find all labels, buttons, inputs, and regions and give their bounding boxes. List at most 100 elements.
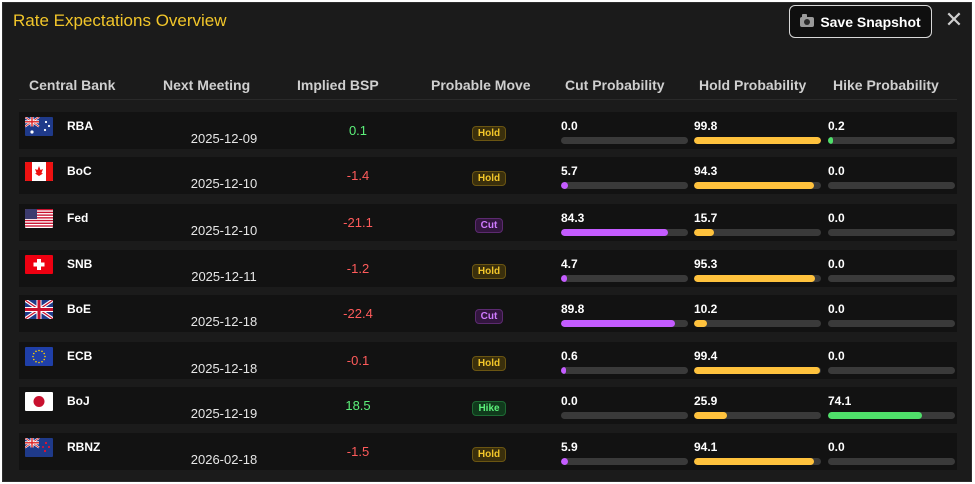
- column-header-central-bank[interactable]: Central Bank: [29, 77, 116, 93]
- bank-name: RBNZ: [67, 440, 101, 454]
- implied-bsp-value: 0.1: [348, 123, 368, 138]
- save-snapshot-label: Save Snapshot: [820, 13, 921, 30]
- cut-probability-fill: [561, 458, 569, 465]
- hike-probability-bar: [828, 229, 955, 236]
- cut-probability-value: 0.0: [561, 119, 578, 133]
- hike-probability-value: 0.0: [828, 440, 845, 454]
- hold-probability-value: 99.4: [694, 349, 718, 363]
- next-meeting-date: 2025-12-10: [190, 223, 258, 238]
- cut-probability-fill: [561, 182, 569, 189]
- cut-probability-value: 89.8: [561, 302, 585, 316]
- hold-probability-bar: [694, 320, 821, 327]
- next-meeting-date: 2025-12-18: [190, 314, 258, 329]
- probable-move-badge: Cut: [474, 309, 504, 324]
- cut-probability-fill: [561, 320, 676, 327]
- hold-probability-fill: [694, 275, 816, 282]
- eu-icon: [25, 347, 53, 366]
- hold-probability-fill: [694, 137, 821, 144]
- hold-probability-value: 25.9: [694, 394, 718, 408]
- au-icon: [25, 117, 53, 136]
- bank-name: BoC: [67, 164, 92, 178]
- cut-probability-bar: [561, 458, 688, 465]
- cut-probability-value: 4.7: [561, 257, 578, 271]
- cut-probability-bar: [561, 320, 688, 327]
- cut-probability-value: 5.9: [561, 440, 578, 454]
- probable-move-cell: Hold: [427, 444, 551, 462]
- column-header-probable-move[interactable]: Probable Move: [431, 77, 531, 93]
- hold-probability-bar: [694, 458, 821, 465]
- hike-probability-bar: [828, 412, 955, 419]
- cut-probability-bar: [561, 367, 688, 374]
- hold-probability-fill: [694, 320, 707, 327]
- probable-move-cell: Hold: [427, 168, 551, 186]
- column-header-next-meeting[interactable]: Next Meeting: [163, 77, 251, 93]
- hike-probability-value: 0.0: [828, 257, 845, 271]
- hold-probability-fill: [694, 367, 821, 374]
- bank-name: BoJ: [67, 394, 90, 408]
- probable-move-cell: Hold: [427, 261, 551, 279]
- column-header-cut-probability[interactable]: Cut Probability: [565, 77, 665, 93]
- next-meeting-date: 2025-12-18: [190, 361, 258, 376]
- nz-icon: [25, 438, 53, 457]
- hold-probability-bar: [694, 137, 821, 144]
- hold-probability-value: 94.1: [694, 440, 718, 454]
- close-icon[interactable]: ✕: [944, 7, 964, 32]
- save-snapshot-button[interactable]: Save Snapshot: [789, 5, 932, 38]
- ch-icon: [25, 255, 53, 274]
- probable-move-cell: Cut: [427, 215, 551, 233]
- bank-name: SNB: [67, 257, 93, 271]
- hike-probability-value: 0.0: [828, 211, 845, 225]
- probable-move-badge: Hold: [471, 447, 507, 462]
- cut-probability-value: 84.3: [561, 211, 585, 225]
- bank-name: Fed: [67, 211, 89, 225]
- implied-bsp-value: -1.4: [346, 168, 370, 183]
- hold-probability-value: 15.7: [694, 211, 718, 225]
- hike-probability-bar: [828, 367, 955, 374]
- probable-move-badge: Hike: [472, 401, 506, 416]
- probable-move-badge: Hold: [471, 356, 507, 371]
- camera-icon: [800, 13, 815, 27]
- table-row[interactable]: Fed 2025-12-10 -21.1 Cut 84.3 15.7 0.0: [19, 204, 957, 241]
- table-row[interactable]: RBA 2025-12-09 0.1 Hold 0.0 99.8 0.2: [19, 112, 957, 149]
- hold-probability-fill: [694, 229, 714, 236]
- hike-probability-bar: [828, 275, 955, 282]
- probable-move-cell: Hike: [427, 398, 551, 416]
- table-row[interactable]: SNB 2025-12-11 -1.2 Hold 4.7 95.3 0.0: [19, 250, 957, 287]
- cut-probability-bar: [561, 229, 688, 236]
- cut-probability-value: 5.7: [561, 164, 578, 178]
- table-row[interactable]: BoE 2025-12-18 -22.4 Cut 89.8 10.2 0.0: [19, 295, 957, 332]
- hike-probability-bar: [828, 458, 955, 465]
- hold-probability-bar: [694, 229, 821, 236]
- column-header-hike-probability[interactable]: Hike Probability: [833, 77, 939, 93]
- probable-move-badge: Hold: [471, 171, 507, 186]
- table-row[interactable]: BoC 2025-12-10 -1.4 Hold 5.7 94.3 0.0: [19, 157, 957, 194]
- hike-probability-value: 0.0: [828, 302, 845, 316]
- bank-name: ECB: [67, 349, 93, 363]
- hold-probability-value: 94.3: [694, 164, 718, 178]
- hike-probability-bar: [828, 182, 955, 189]
- hold-probability-value: 10.2: [694, 302, 718, 316]
- bank-name: RBA: [67, 119, 93, 133]
- table-row[interactable]: ECB 2025-12-18 -0.1 Hold 0.6 99.4 0.0: [19, 342, 957, 379]
- cut-probability-fill: [561, 367, 567, 374]
- cut-probability-fill: [561, 229, 669, 236]
- ca-icon: [25, 162, 53, 181]
- hold-probability-fill: [694, 458, 814, 465]
- column-header-implied-bsp[interactable]: Implied BSP: [297, 77, 379, 93]
- table-row[interactable]: RBNZ 2026-02-18 -1.5 Hold 5.9 94.1 0.0: [19, 433, 957, 470]
- probable-move-badge: Cut: [474, 218, 504, 233]
- column-header-hold-probability[interactable]: Hold Probability: [699, 77, 807, 93]
- table-row[interactable]: BoJ 2025-12-19 18.5 Hike 0.0 25.9 74.1: [19, 387, 957, 424]
- gb-icon: [25, 300, 53, 319]
- hike-probability-value: 0.0: [828, 164, 845, 178]
- jp-icon: [25, 392, 53, 411]
- hold-probability-bar: [694, 412, 821, 419]
- bank-name: BoE: [67, 302, 91, 316]
- implied-bsp-value: -0.1: [346, 353, 370, 368]
- hold-probability-value: 99.8: [694, 119, 718, 133]
- probable-move-badge: Hold: [471, 126, 507, 141]
- hike-probability-value: 0.2: [828, 119, 845, 133]
- hike-probability-bar: [828, 320, 955, 327]
- us-icon: [25, 209, 53, 228]
